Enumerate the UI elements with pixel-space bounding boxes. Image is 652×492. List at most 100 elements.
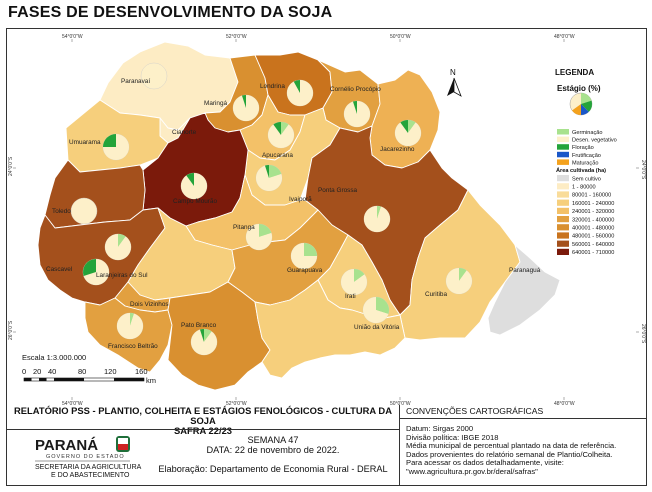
pie-slice-flo [352, 101, 357, 114]
legend-class-label: 1 - 80000 [572, 185, 596, 191]
scale-tick-4: 120 [104, 367, 117, 376]
pie-slice-flo [264, 165, 269, 178]
coord-right-1: 24°0'0"S [640, 160, 646, 180]
pie-slice-flo [83, 259, 96, 277]
legend-title: LEGENDA [555, 68, 594, 77]
legend-swatch [557, 183, 569, 190]
map-title: FASES DE DESENVOLVIMENTO DA SOJA [8, 4, 333, 21]
legend-swatch [557, 129, 569, 135]
conventions-title: CONVENÇÕES CARTOGRÁFICAS [406, 406, 544, 416]
label-dois-vizinhos: Dois Vizinhos [130, 301, 169, 308]
legend-swatch [557, 216, 569, 223]
legend-class-label: 560001 - 640000 [572, 242, 614, 248]
conventions-divider [400, 418, 646, 419]
stage-pie [267, 121, 295, 149]
scale-bar: Escala 1:3.000.000 0 20 40 80 120 160 km [22, 353, 156, 385]
pie-slice-dev [287, 79, 314, 107]
pie-slice-dev [395, 122, 421, 146]
pie-slice-dev [344, 101, 371, 127]
convention-line: Divisão política: IBGE 2018 [406, 432, 499, 442]
stage-pie [190, 328, 218, 356]
legend-class-label: 320001 - 400000 [572, 217, 614, 223]
pie-slice-dev [362, 297, 389, 323]
legend: LEGENDA Estágio (%) Germinação Desen. veg… [555, 68, 617, 256]
pie-slice-dev [268, 124, 294, 148]
area-legend-title: Área cultivada (ha) [556, 167, 606, 174]
legend-class-label: 640001 - 710000 [572, 250, 614, 256]
label-paranagua: Paranaguá [509, 267, 541, 274]
convention-line: Para acessar os dados detalhadamente, vi… [406, 458, 564, 468]
report-title-line1: RELATÓRIO PSS - PLANTIO, COLHEITA E ESTÁ… [14, 405, 392, 426]
pie-slice-flo [293, 80, 300, 93]
logo-dept1: SECRETARIA DA AGRICULTURA [35, 464, 142, 471]
coordinate-grid [13, 39, 639, 400]
pie-slice-dev [191, 329, 218, 356]
stage-pie [290, 242, 318, 270]
legend-stage-label: Frutificação [572, 153, 601, 159]
legend-class-label: Sem cultivo [572, 176, 601, 182]
scale-unit: km [146, 376, 156, 385]
coord-bottom-1: 54°0'0"W [62, 401, 83, 407]
scale-tick-1: 20 [33, 367, 41, 376]
label-ivaipora: Ivaiporã [289, 196, 312, 203]
parana-logo: PARANÁ GOVERNO DO ESTADO SECRETARIA DA A… [35, 436, 142, 479]
legend-swatch [557, 151, 569, 158]
pie-slice-dev [116, 313, 143, 339]
label-cornelio-procopio: Cornélio Procópio [330, 86, 381, 93]
label-pato-branco: Pato Branco [181, 322, 217, 329]
area-class-legend: Sem cultivo 1 - 80000 80001 - 160000 160001… [557, 175, 614, 256]
label-umuarama: Umuarama [69, 139, 101, 146]
legend-class-label: 480001 - 560000 [572, 234, 614, 240]
legend-class-label: 80001 - 160000 [572, 193, 611, 199]
pie-slice-dev [255, 165, 282, 192]
label-paranavai: Paranavaí [121, 78, 150, 85]
label-toledo: Toledo [52, 208, 71, 215]
logo-dept2: E DO ABASTECIMENTO [51, 472, 130, 479]
label-irati: Irati [345, 293, 356, 300]
region-labels: Paranavaí Maringá Londrina Cornélio Proc… [46, 78, 541, 350]
report-title-line2: SAFRA 22/23 [173, 425, 232, 436]
legend-swatch [557, 248, 569, 255]
legend-class-label: 160001 - 240000 [572, 201, 614, 207]
coord-left-1: 24°0'0"S [8, 156, 14, 176]
stage-pie [82, 258, 110, 286]
legend-swatch [557, 136, 569, 143]
legend-swatch [557, 224, 569, 231]
label-laranjeiras-do-sul: Laranjeiras do Sul [96, 272, 148, 279]
label-cascavel: Cascavel [46, 266, 72, 273]
stage-pie [286, 79, 314, 107]
pie-slice-dev [83, 259, 110, 285]
coord-bottom-3: 50°0'0"W [390, 401, 411, 407]
pie-slice-dev [446, 268, 473, 294]
pie-slice-dev [105, 234, 132, 260]
scale-tick-5: 160 [135, 367, 148, 376]
pie-background [140, 62, 168, 90]
label-cianorte: Cianorte [172, 129, 197, 136]
legend-swatch [557, 232, 569, 239]
pie-slice-ger [377, 206, 382, 219]
stage-pie [255, 164, 283, 192]
label-curitiba: Curitiba [425, 291, 447, 298]
pie-charts [70, 62, 473, 356]
pie-slice-ger [376, 297, 389, 315]
coordinate-labels: 54°0'0"W 52°0'0"W 50°0'0"W 48°0'0"W 54°0… [8, 34, 646, 407]
label-ponta-grossa: Ponta Grossa [318, 187, 358, 194]
coat-of-arms-icon [116, 436, 130, 452]
label-pitanga: Pitanga [233, 224, 255, 231]
stage-pie [394, 119, 422, 147]
scale-tick-3: 80 [78, 367, 86, 376]
footer-divider [7, 429, 399, 430]
convention-line: Média municipal de percentual plantado n… [406, 441, 617, 451]
label-uniao-da-vitoria: União da Vitória [354, 324, 400, 331]
stage-pie [245, 223, 273, 251]
footer: RELATÓRIO PSS - PLANTIO, COLHEITA E ESTÁ… [7, 405, 646, 485]
legend-swatch [557, 159, 569, 165]
pie-slice-dev [180, 173, 207, 199]
stage-pie [232, 94, 260, 122]
region-paranagua [487, 244, 561, 336]
coord-left-2: 26°0'0"S [8, 320, 14, 340]
pie-slice-ger [118, 234, 126, 247]
label-francisco-beltrao: Francisco Beltrão [108, 343, 158, 350]
conventions-list: Datum: Sirgas 2000 Divisão política: IBG… [406, 424, 617, 477]
week-label: SEMANA 47 [247, 435, 299, 445]
